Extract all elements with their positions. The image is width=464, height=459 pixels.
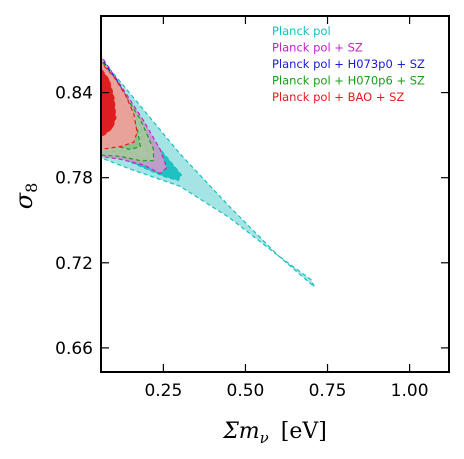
contour-layer	[100, 53, 315, 288]
y-axis-label: σ8	[10, 183, 41, 210]
plot-frame	[100, 15, 450, 373]
x-tick-label: 1.00	[391, 381, 429, 401]
legend-entry-3: Planck pol + H073p0 + SZ	[272, 57, 425, 71]
x-tick-label: 0.50	[227, 381, 265, 401]
y-tick-label: 0.84	[55, 84, 93, 104]
legend-entry-4: Planck pol + H070p6 + SZ	[272, 74, 425, 88]
x-axis-label: Σmν [eV]	[222, 419, 327, 447]
y-tick-label: 0.78	[55, 169, 93, 189]
x-tick-label: 0.25	[144, 381, 182, 401]
legend: Planck pol Planck pol + SZ Planck pol + H0…	[272, 24, 425, 104]
legend-entry-1: Planck pol	[272, 24, 331, 38]
legend-entry-2: Planck pol + SZ	[272, 41, 363, 55]
y-tick-label: 0.72	[55, 254, 93, 274]
tick-layer: 0.25 0.50 0.75 1.00 0.66 0.72 0.78 0.84	[55, 16, 449, 401]
x-tick-label: 0.75	[309, 381, 347, 401]
y-tick-label: 0.66	[55, 339, 93, 359]
series-1-contour-95	[100, 56, 315, 288]
legend-entry-5: Planck pol + BAO + SZ	[272, 90, 404, 104]
series-5-contour-68	[100, 66, 117, 138]
